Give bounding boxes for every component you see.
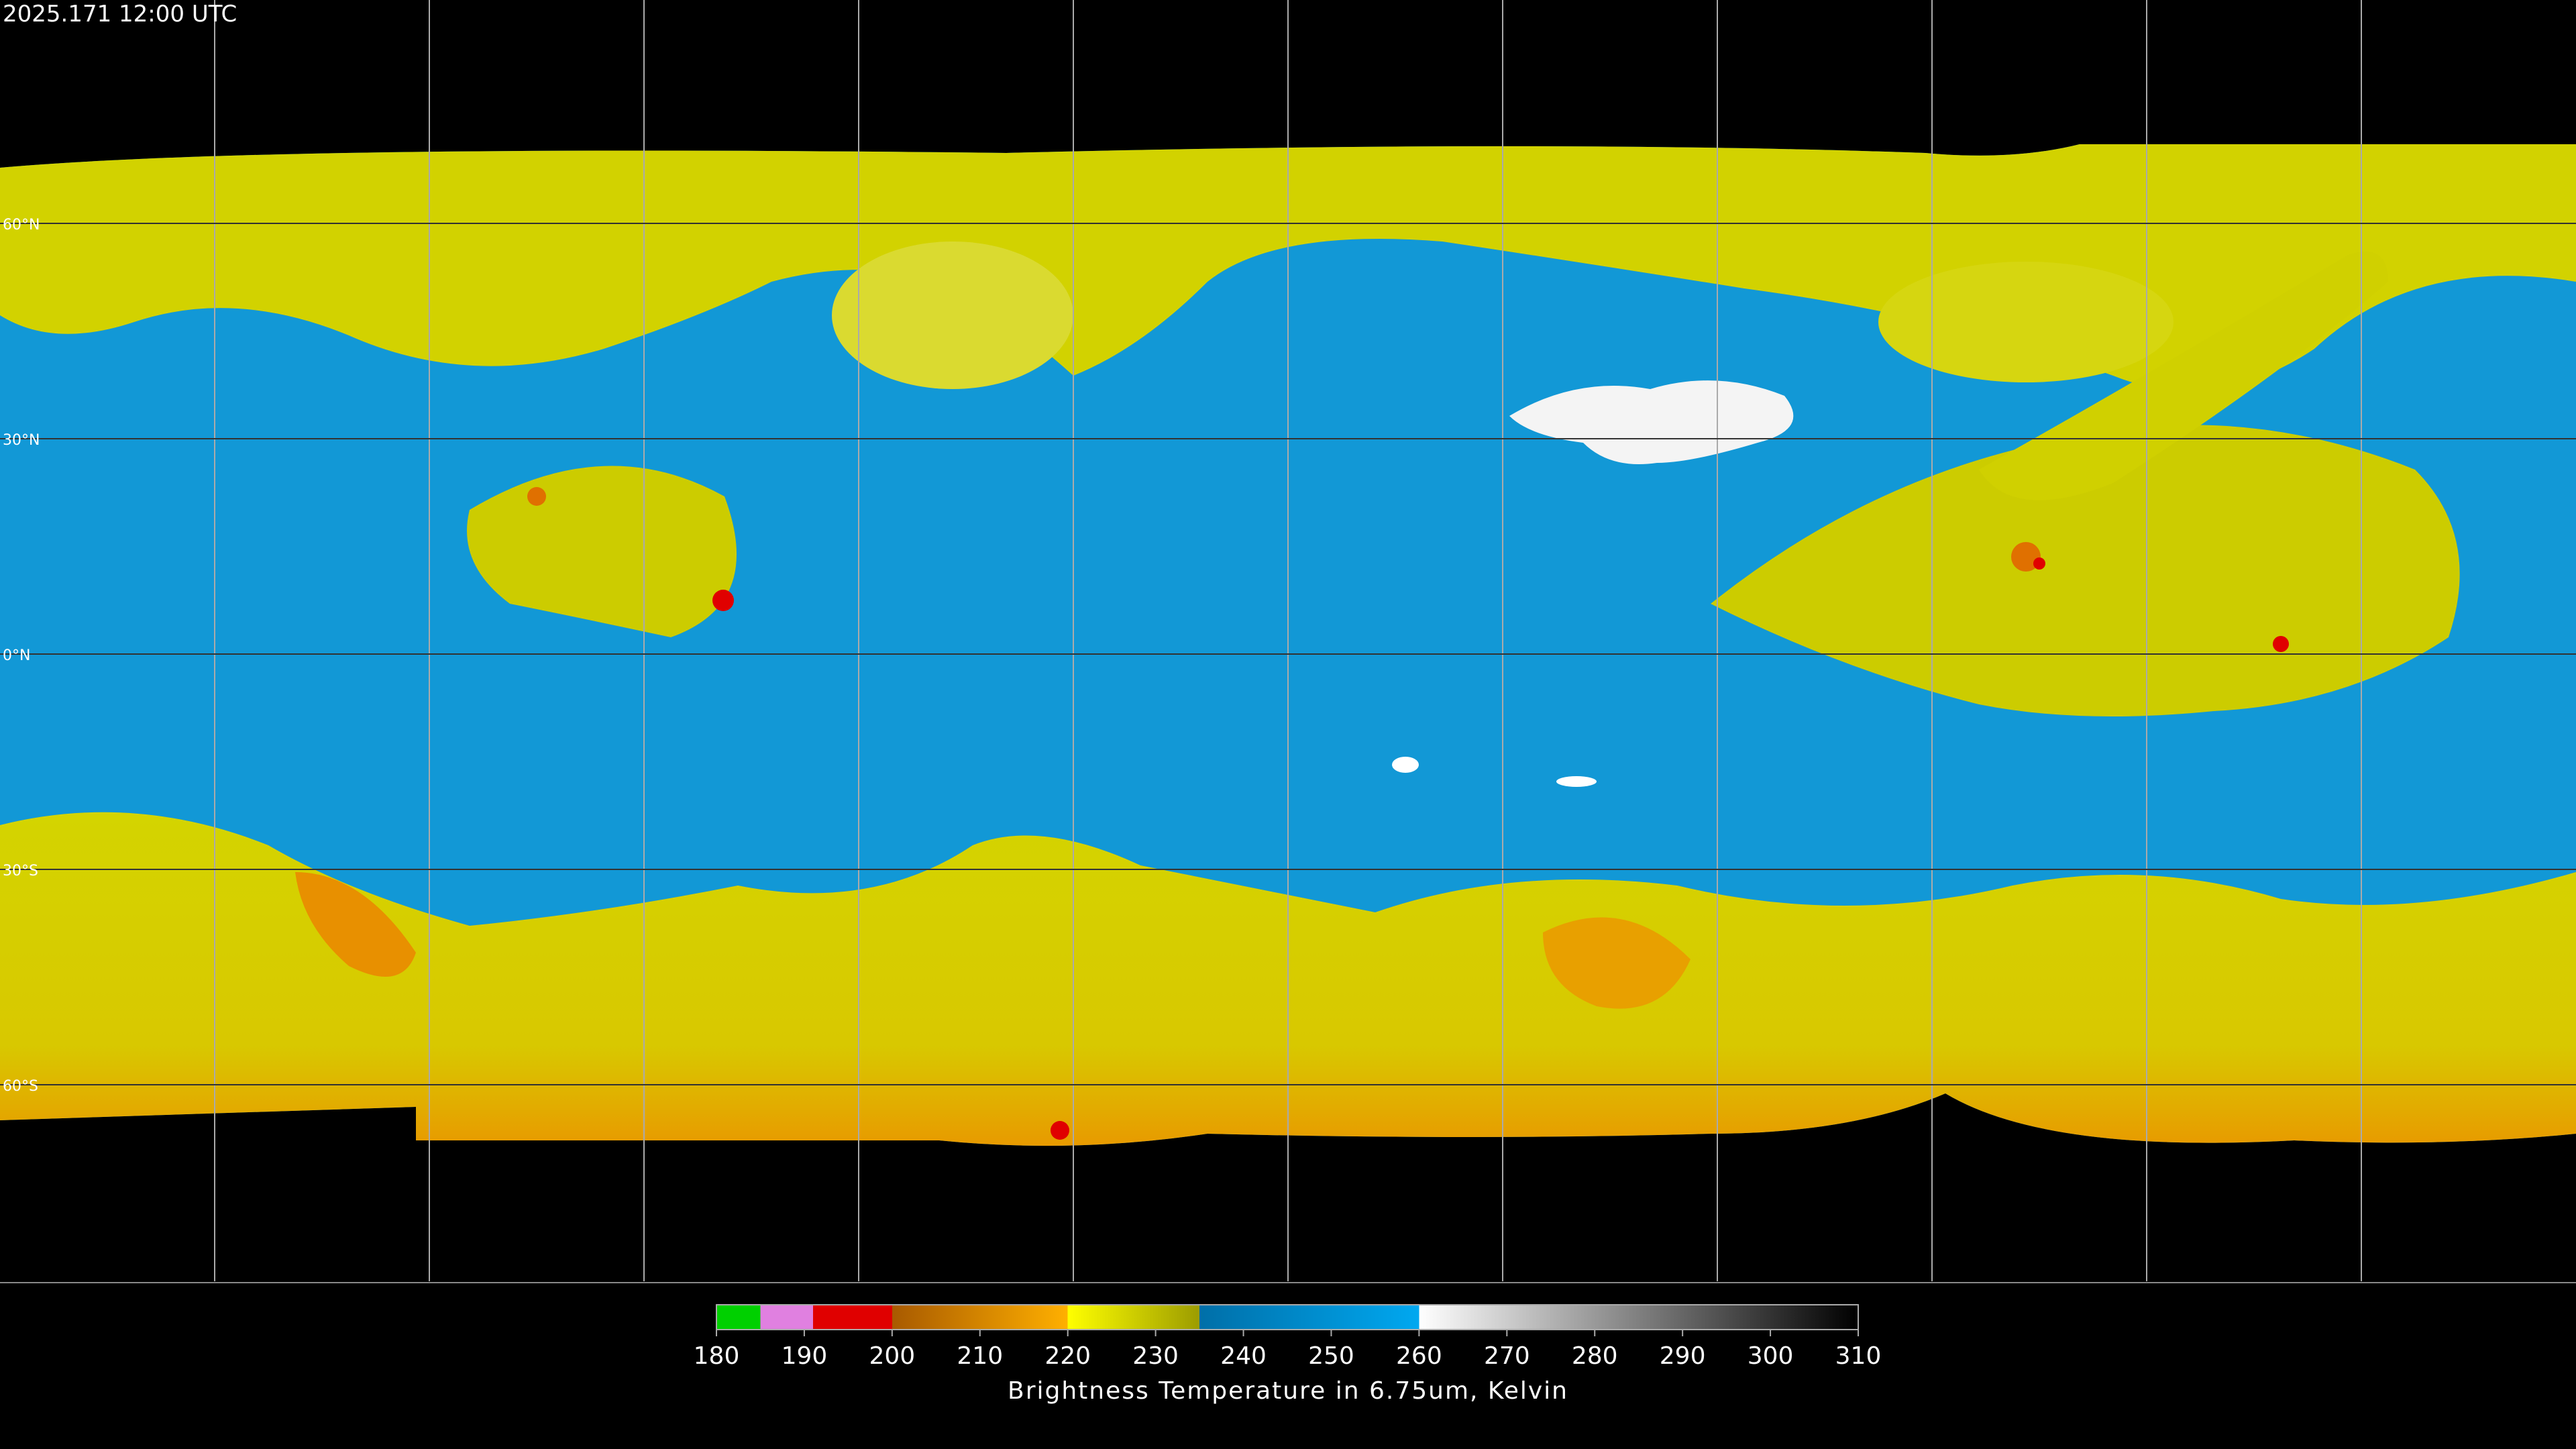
convective-cell (527, 487, 546, 506)
colorbar-tick-label: 180 (694, 1342, 740, 1370)
convective-cell (2273, 636, 2289, 652)
colorbar-tick-label: 210 (957, 1342, 1003, 1370)
colorbar-tick-label: 230 (1132, 1342, 1179, 1370)
convective-cell (2011, 542, 2041, 572)
latitude-label: 30°S (3, 863, 38, 879)
colorbar-tick-label: 290 (1660, 1342, 1706, 1370)
convective-cell (2033, 557, 2045, 570)
cloud (1878, 262, 2174, 382)
latitude-label: 60°S (3, 1078, 38, 1095)
graticule (0, 0, 2576, 1283)
cloud (832, 241, 1073, 389)
colorbar-tick-label: 260 (1396, 1342, 1442, 1370)
colorbar-tick-label: 190 (782, 1342, 828, 1370)
storm-swirl (295, 872, 416, 977)
tropical-clouds-west (467, 466, 737, 637)
colorbar-tick-label: 220 (1044, 1342, 1091, 1370)
latitude-label: 30°N (3, 432, 40, 449)
convective-cell (712, 590, 734, 611)
colorbar-tick-label: 200 (869, 1342, 915, 1370)
colorbar-tick-label: 300 (1748, 1342, 1794, 1370)
colorbar-tick-label: 280 (1572, 1342, 1618, 1370)
dry-air-patch (1392, 757, 1419, 773)
timestamp: 2025.171 12:00 UTC (3, 1, 237, 28)
colorbar-tick-label: 250 (1308, 1342, 1354, 1370)
colorbar-tick-label: 310 (1835, 1342, 1882, 1370)
colorbar-ticks: 180 190 200 210 220 230 240 250 260 270 280 290 300 3… (694, 1330, 1882, 1370)
colorbar-title: Brightness Temperature in 6.75um, Kelvin (1008, 1377, 1568, 1405)
colorbar (716, 1304, 1859, 1330)
tropical-clouds-east (1711, 425, 2460, 716)
dry-air-patch (1509, 380, 1794, 464)
convective-cell (1051, 1121, 1069, 1140)
dry-air-patch (1556, 776, 1597, 787)
latitude-label: 60°N (3, 217, 40, 233)
latitude-label: 0°N (3, 647, 30, 664)
storm-swirl (1543, 917, 1690, 1009)
colorbar-tick-label: 240 (1220, 1342, 1267, 1370)
colorbar-tick-label: 270 (1484, 1342, 1530, 1370)
